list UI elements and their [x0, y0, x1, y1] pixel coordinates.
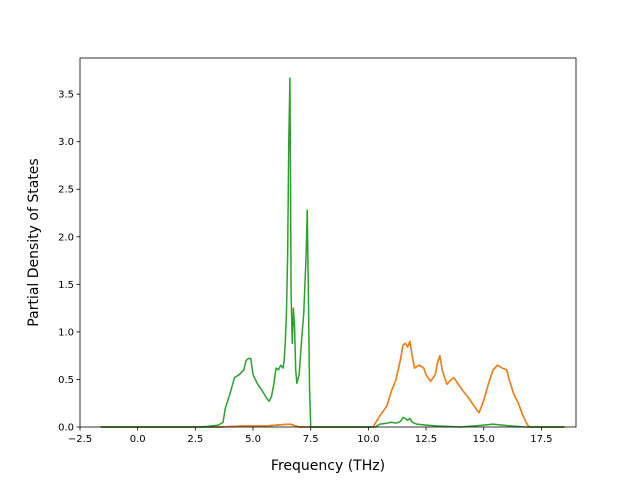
y-tick-label: 2.5	[58, 185, 74, 196]
x-tick-label: 10.0	[357, 434, 379, 445]
y-axis-title: Partial Density of States	[26, 158, 42, 326]
plot-frame	[79, 57, 577, 428]
y-tick-label: 3.5	[58, 90, 74, 101]
y-tick-label: 0.0	[58, 423, 74, 434]
x-tick-label: 17.5	[530, 434, 552, 445]
x-axis: −2.5 0.0 2.5 5.0 7.5 10.0 12.5 15.0 17.5	[68, 427, 553, 445]
y-tick-label: 0.5	[58, 375, 74, 386]
x-tick-label: 0.0	[130, 434, 146, 445]
x-tick-label: 5.0	[245, 434, 261, 445]
x-tick-label: −2.5	[68, 434, 92, 445]
x-axis-title: Frequency (THz)	[271, 458, 385, 474]
series-layer	[100, 77, 565, 428]
x-tick-label: 12.5	[415, 434, 437, 445]
x-tick-label: 7.5	[303, 434, 319, 445]
series-line-2	[100, 340, 565, 428]
y-tick-label: 2.0	[58, 232, 74, 243]
y-axis: 0.0 0.5 1.0 1.5 2.0 2.5 3.0 3.5	[58, 90, 80, 434]
y-tick-label: 1.5	[58, 280, 74, 291]
series-line-3	[100, 77, 565, 428]
y-tick-label: 3.0	[58, 137, 74, 148]
y-tick-label: 1.0	[58, 327, 74, 338]
x-tick-label: 2.5	[187, 434, 203, 445]
x-tick-label: 15.0	[473, 434, 495, 445]
